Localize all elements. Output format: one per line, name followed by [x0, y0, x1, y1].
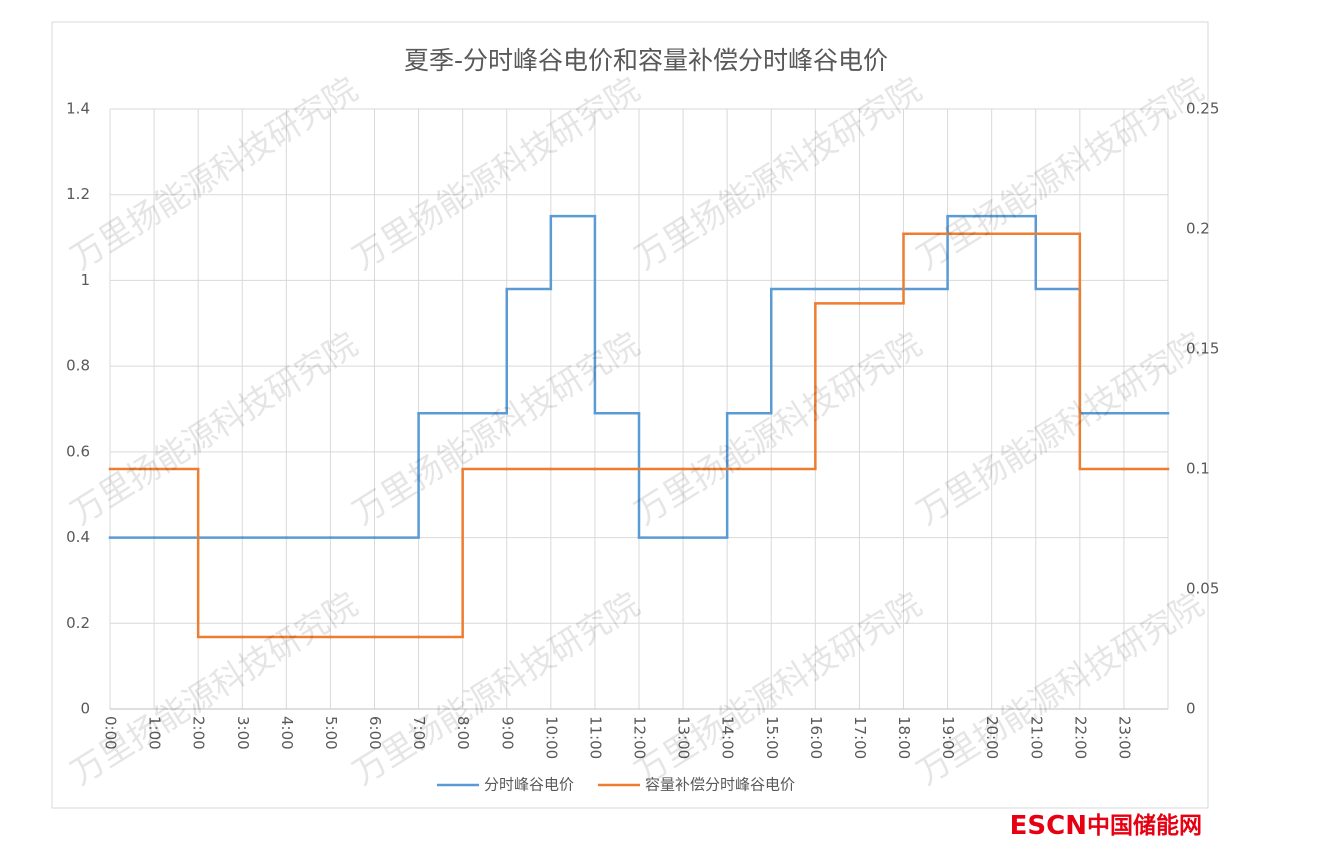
- x-tick-label: 8:00: [454, 716, 472, 750]
- x-tick-label: 15:00: [763, 716, 781, 759]
- x-tick-label: 4:00: [278, 716, 296, 750]
- x-tick-label: 18:00: [895, 716, 913, 759]
- logo-site: 中国储能网: [1087, 812, 1202, 839]
- y2-tick-label: 0.1: [1186, 460, 1210, 478]
- x-tick-label: 16:00: [807, 716, 825, 759]
- y2-tick-label: 0: [1186, 700, 1196, 718]
- x-tick-label: 21:00: [1027, 716, 1045, 759]
- y2-tick-label: 0.05: [1186, 580, 1219, 598]
- logo: ESCN中国储能网: [1010, 811, 1202, 841]
- x-tick-label: 6:00: [366, 716, 384, 750]
- x-tick-label: 3:00: [234, 716, 252, 750]
- y-tick-label: 0.4: [66, 528, 90, 546]
- y-tick-label: 1.2: [66, 185, 90, 203]
- y2-tick-label: 0.25: [1186, 100, 1219, 118]
- y-tick-label: 0.6: [66, 442, 90, 460]
- x-tick-label: 19:00: [939, 716, 957, 759]
- x-tick-label: 5:00: [322, 716, 340, 750]
- x-tick-label: 14:00: [719, 716, 737, 759]
- x-tick-label: 9:00: [498, 716, 516, 750]
- y-tick-label: 0.8: [66, 357, 90, 375]
- y-tick-label: 1.4: [66, 100, 90, 118]
- y2-tick-label: 0.2: [1186, 220, 1210, 238]
- legend-label: 容量补偿分时峰谷电价: [645, 776, 795, 794]
- chart-title: 夏季-分时峰谷电价和容量补偿分时峰谷电价: [404, 46, 888, 75]
- y2-tick-label: 0.15: [1186, 340, 1219, 358]
- logo-brand: ESCN: [1010, 811, 1087, 841]
- x-tick-label: 22:00: [1071, 716, 1089, 759]
- legend-label: 分时峰谷电价: [484, 776, 574, 794]
- x-tick-label: 10:00: [542, 716, 560, 759]
- x-tick-label: 11:00: [586, 716, 604, 759]
- y-tick-label: 1: [80, 271, 90, 289]
- x-tick-label: 20:00: [983, 716, 1001, 759]
- chart-frame: [51, 21, 1209, 809]
- x-tick-label: 7:00: [410, 716, 428, 750]
- x-tick-label: 17:00: [851, 716, 869, 759]
- x-tick-label: 1:00: [146, 716, 164, 750]
- x-tick-label: 13:00: [675, 716, 693, 759]
- x-tick-label: 2:00: [190, 716, 208, 750]
- y-tick-label: 0.2: [66, 614, 90, 632]
- x-tick-label: 12:00: [631, 716, 649, 759]
- x-tick-label: 23:00: [1115, 716, 1133, 759]
- y-tick-label: 0: [80, 700, 90, 718]
- x-tick-label: 0:00: [102, 716, 120, 750]
